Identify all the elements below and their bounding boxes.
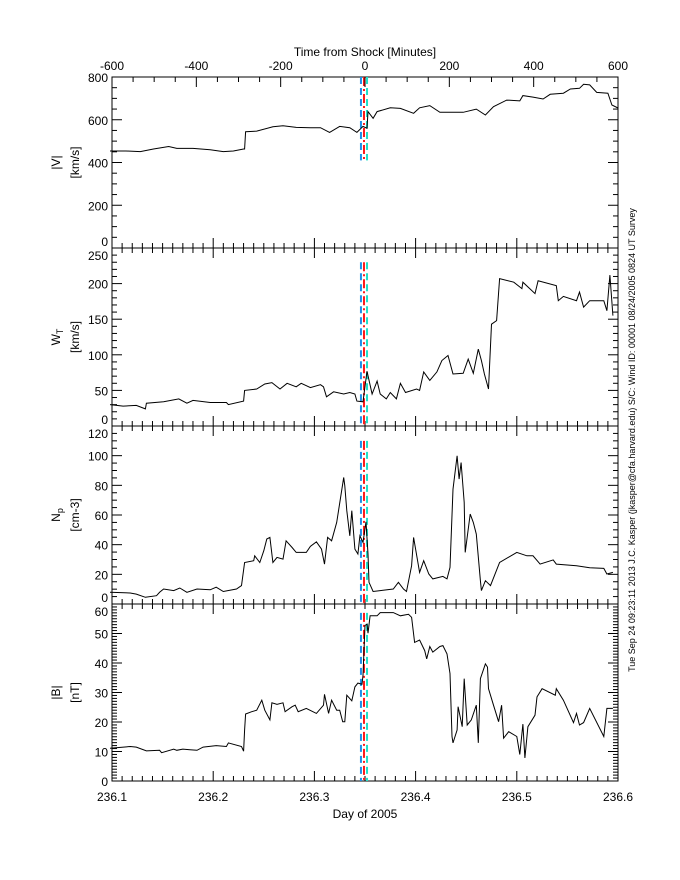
- y-axis-label-subscript: p: [55, 508, 65, 513]
- y-tick-label: 200: [88, 278, 108, 292]
- top-axis-tick-label: -200: [269, 59, 293, 73]
- y-tick-label: 400: [88, 157, 108, 171]
- y-tick-label: 30: [95, 687, 109, 701]
- y-axis-unit: [nT]: [68, 682, 82, 703]
- x-tick-label: 236.2: [198, 790, 228, 804]
- y-axis-unit: [cm-3]: [68, 498, 82, 531]
- y-tick-label: 50: [95, 384, 109, 398]
- y-axis-label: |B|: [49, 685, 63, 699]
- y-axis-label-subscript: T: [55, 328, 65, 334]
- y-tick-label: 80: [95, 479, 109, 493]
- y-tick-label: 250: [88, 249, 108, 263]
- y-tick-label: 0: [101, 591, 108, 605]
- top-axis-tick-label: -400: [184, 59, 208, 73]
- y-axis-label-symbol: |B|: [49, 685, 63, 699]
- x-tick-label: 236.6: [603, 790, 633, 804]
- y-axis-unit: [km/s]: [68, 321, 82, 353]
- panel-3: 0 20 40 60 80 100 120 Np [cm-3]: [49, 425, 619, 605]
- panel-frame: [111, 425, 619, 605]
- y-tick-label: 100: [88, 349, 108, 363]
- y-axis-unit: [km/s]: [68, 147, 82, 179]
- top-axis-tick-label: 0: [362, 59, 369, 73]
- y-tick-label: 60: [95, 509, 109, 523]
- y-tick-label: 20: [95, 568, 109, 582]
- y-tick-label: 100: [88, 450, 108, 464]
- series-line: [109, 275, 614, 410]
- y-tick-label: 60: [95, 605, 109, 619]
- panel-2: 0 50 100 150 200 250 WT [km/s]: [49, 247, 619, 427]
- y-tick-label: 150: [88, 313, 108, 327]
- top-axis-tick-label: -600: [100, 59, 124, 73]
- x-tick-label: 236.1: [97, 790, 127, 804]
- series-line: [110, 83, 619, 153]
- y-tick-label: 600: [88, 114, 108, 128]
- top-axis-tick-label: 600: [608, 59, 628, 73]
- x-tick-label: 236.4: [401, 790, 431, 804]
- series-line: [109, 612, 613, 759]
- y-tick-label: 120: [88, 427, 108, 441]
- y-axis-label: Np: [49, 508, 65, 522]
- series-line: [109, 455, 614, 598]
- y-axis-label-symbol: W: [49, 333, 63, 345]
- y-tick-label: 20: [95, 716, 109, 730]
- y-tick-label: 50: [95, 628, 109, 642]
- top-axis-tick-label: 400: [524, 59, 544, 73]
- y-axis-label-symbol: |V|: [49, 155, 63, 169]
- y-tick-label: 0: [101, 413, 108, 427]
- y-tick-label: 40: [95, 657, 109, 671]
- y-tick-label: 0: [101, 775, 108, 789]
- y-axis-label: |V|: [49, 155, 63, 169]
- panel-frame: [111, 76, 619, 249]
- top-axis-tick-label: 200: [439, 59, 459, 73]
- panel-frame: [111, 247, 619, 427]
- y-axis-label-symbol: N: [49, 513, 63, 522]
- y-tick-label: 40: [95, 539, 109, 553]
- y-tick-label: 0: [101, 235, 108, 249]
- top-axis-title: Time from Shock [Minutes]: [294, 45, 436, 59]
- x-tick-label: 236.3: [299, 790, 329, 804]
- panel-4: 0 10 20 30 40 50 60 |B| [nT]: [49, 603, 619, 789]
- panel-1: 0 200 400 600 800 |V| [km/s]: [49, 71, 619, 249]
- x-tick-label: 236.5: [502, 790, 532, 804]
- x-axis-title: Day of 2005: [333, 807, 398, 821]
- y-tick-label: 200: [88, 199, 108, 213]
- side-annotation: Tue Sep 24 09:23:11 2013 J.C. Kasper (jk…: [627, 208, 637, 672]
- y-axis-label: WT: [49, 328, 65, 345]
- y-tick-label: 800: [88, 71, 108, 85]
- y-tick-label: 10: [95, 746, 109, 760]
